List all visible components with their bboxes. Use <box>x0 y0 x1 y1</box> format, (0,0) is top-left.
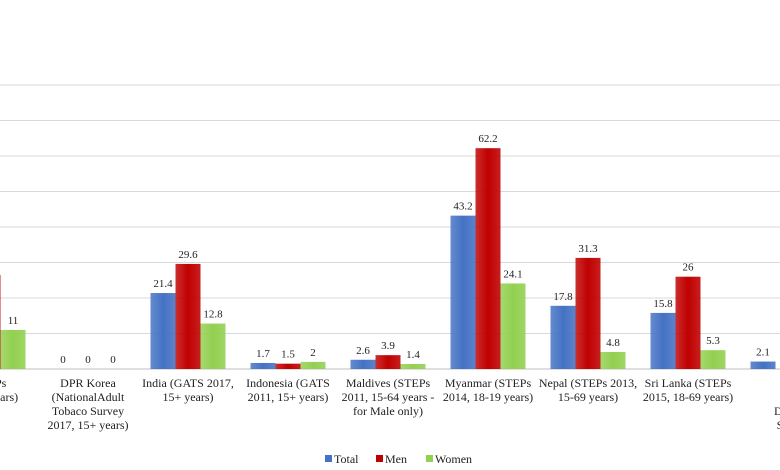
bar-total <box>750 361 776 369</box>
bar-total <box>650 312 676 369</box>
data-label: 62.2 <box>478 133 497 145</box>
legend: Total Men Women <box>325 452 472 466</box>
data-label: 1.7 <box>256 348 270 360</box>
bar-men <box>575 257 601 369</box>
bar-women <box>500 283 526 369</box>
bar-men <box>675 276 701 369</box>
category-label: (STEPs18-19 years) <box>0 376 18 404</box>
category-label: Maldives (STEPs 2011, 15-64 years -for Ma… <box>342 376 435 418</box>
bar-women <box>600 351 626 369</box>
data-label: 0 <box>110 354 116 366</box>
bar-women <box>400 364 426 369</box>
data-label: 0 <box>60 354 66 366</box>
data-label: 1.5 <box>281 349 295 361</box>
data-label: 5.3 <box>706 335 720 347</box>
data-label: 21.4 <box>153 278 173 290</box>
bars <box>0 148 776 369</box>
category-label: India (GATS 2017, 15+ years) <box>142 376 234 404</box>
data-label: 4.8 <box>606 337 620 349</box>
bar-men <box>175 263 201 369</box>
bar-women <box>700 350 726 369</box>
bar-total <box>450 215 476 369</box>
bar-total <box>150 293 176 369</box>
bar-men <box>275 363 301 369</box>
category-label: Myanmar (STEPs 2014, 18-19 years) <box>443 376 533 404</box>
data-label: 3.9 <box>381 340 395 352</box>
category-labels: (STEPs18-19 years) DPR Korea(NationalAdul… <box>0 376 780 432</box>
gridlines <box>0 84 780 370</box>
bar-men <box>375 355 401 369</box>
data-label: 29.6 <box>178 249 198 261</box>
legend-swatch-women <box>426 455 433 462</box>
data-labels: .51100021.429.612.81.71.522.63.91.443.26… <box>8 133 770 366</box>
bar-men <box>475 148 501 369</box>
data-label: 2.6 <box>356 345 370 357</box>
data-label: 1.4 <box>406 349 420 361</box>
data-label: 15.8 <box>653 298 673 310</box>
bar-women <box>200 323 226 369</box>
data-label: 2.1 <box>756 347 770 359</box>
data-label: 17.8 <box>553 291 573 303</box>
bar-women <box>0 329 26 369</box>
category-label: Sri Lanka (STEPs 2015, 18-69 years) <box>643 376 733 404</box>
data-label: 0 <box>85 354 91 366</box>
category-label: DPR Korea (NationalAdult Tobaco Survey 2017… <box>47 376 128 432</box>
category-label: Nepal (STEPs 2013, 15-69 years) <box>539 376 637 404</box>
data-label: 26 <box>683 262 695 274</box>
data-label: 2 <box>310 347 316 359</box>
legend-swatch-total <box>325 455 332 462</box>
legend-swatch-men <box>376 455 383 462</box>
category-label: ThSmDrinkSurv <box>774 376 780 432</box>
data-label: 31.3 <box>578 243 598 255</box>
data-label: 43.2 <box>453 201 472 213</box>
data-label: 12.8 <box>203 309 223 321</box>
legend-label-total: Total <box>334 452 359 466</box>
bar-total <box>550 305 576 369</box>
bar-men <box>0 274 1 369</box>
bar-total <box>350 359 376 369</box>
category-label: Indonesia (GATS 2011, 15+ years) <box>246 376 330 404</box>
bar-total <box>250 362 276 369</box>
legend-label-men: Men <box>385 452 407 466</box>
legend-label-women: Women <box>435 452 472 466</box>
data-label: 24.1 <box>503 268 522 280</box>
data-label: 11 <box>8 315 19 327</box>
bar-women <box>300 361 326 369</box>
